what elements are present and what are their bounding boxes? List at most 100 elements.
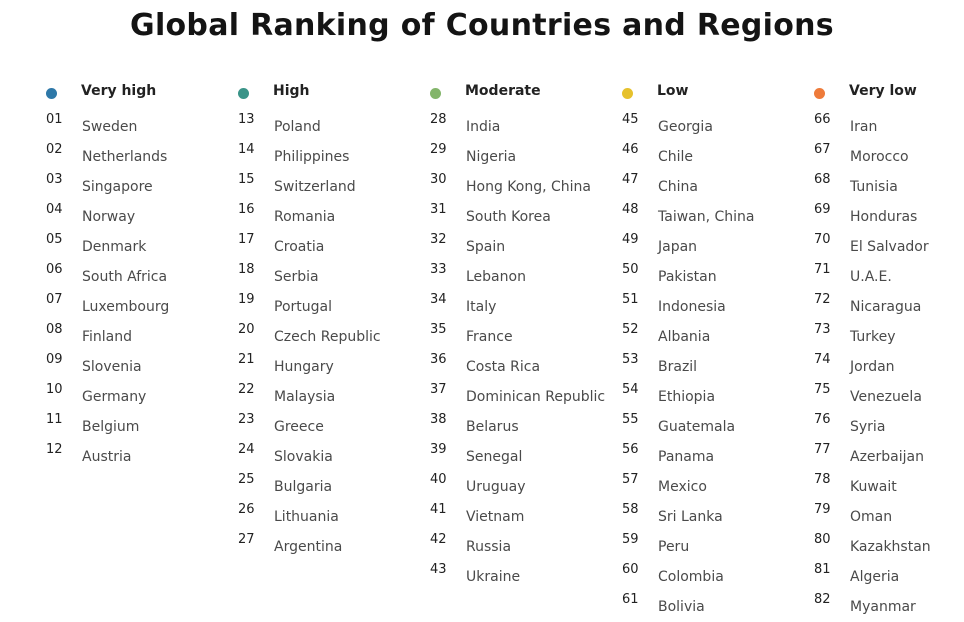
list-item: 24 Slovakia bbox=[238, 442, 428, 472]
list-item: 69 Honduras bbox=[814, 202, 964, 232]
list-item: 10 Germany bbox=[46, 382, 236, 412]
list-item: 30 Hong Kong, China bbox=[430, 172, 620, 202]
rank-number: 26 bbox=[238, 502, 255, 517]
rank-number: 28 bbox=[430, 112, 447, 127]
list-item: 46 Chile bbox=[622, 142, 812, 172]
list-item: 67 Morocco bbox=[814, 142, 964, 172]
ranking-list: 13 Poland 14 Philippines 15 Switzerland 16 Roma… bbox=[238, 112, 428, 562]
list-item: 01 Sweden bbox=[46, 112, 236, 142]
country-name: Austria bbox=[82, 449, 132, 465]
country-name: Sweden bbox=[82, 119, 138, 135]
rank-number: 77 bbox=[814, 442, 831, 457]
rank-number: 33 bbox=[430, 262, 447, 277]
country-name: Argentina bbox=[274, 539, 343, 555]
rank-number: 14 bbox=[238, 142, 255, 157]
list-item: 68 Tunisia bbox=[814, 172, 964, 202]
list-item: 75 Venezuela bbox=[814, 382, 964, 412]
list-item: 05 Denmark bbox=[46, 232, 236, 262]
list-item: 08 Finland bbox=[46, 322, 236, 352]
country-name: U.A.E. bbox=[850, 269, 892, 285]
rank-number: 20 bbox=[238, 322, 255, 337]
country-name: Tunisia bbox=[850, 179, 898, 195]
list-item: 72 Nicaragua bbox=[814, 292, 964, 322]
list-item: 80 Kazakhstan bbox=[814, 532, 964, 562]
list-item: 40 Uruguay bbox=[430, 472, 620, 502]
rank-number: 55 bbox=[622, 412, 639, 427]
rank-number: 58 bbox=[622, 502, 639, 517]
list-item: 53 Brazil bbox=[622, 352, 812, 382]
list-item: 74 Jordan bbox=[814, 352, 964, 382]
column-label: High bbox=[273, 83, 310, 99]
column-high: High 13 Poland 14 Philippines 15 Switzerland 1… bbox=[238, 82, 428, 562]
country-name: Denmark bbox=[82, 239, 147, 255]
country-name: Oman bbox=[850, 509, 893, 525]
rank-number: 24 bbox=[238, 442, 255, 457]
rank-number: 29 bbox=[430, 142, 447, 157]
rank-number: 68 bbox=[814, 172, 831, 187]
rank-number: 23 bbox=[238, 412, 255, 427]
country-name: Ukraine bbox=[466, 569, 521, 585]
rank-number: 34 bbox=[430, 292, 447, 307]
list-item: 76 Syria bbox=[814, 412, 964, 442]
country-name: Panama bbox=[658, 449, 715, 465]
column-label: Moderate bbox=[465, 83, 541, 99]
list-item: 02 Netherlands bbox=[46, 142, 236, 172]
rank-number: 72 bbox=[814, 292, 831, 307]
list-item: 27 Argentina bbox=[238, 532, 428, 562]
list-item: 25 Bulgaria bbox=[238, 472, 428, 502]
country-name: Japan bbox=[658, 239, 698, 255]
rank-number: 50 bbox=[622, 262, 639, 277]
list-item: 66 Iran bbox=[814, 112, 964, 142]
column-header: Very low bbox=[814, 82, 964, 104]
rank-number: 08 bbox=[46, 322, 63, 337]
ranking-list: 66 Iran 67 Morocco 68 Tunisia 69 Honduras 70 El S… bbox=[814, 112, 964, 622]
country-name: Belgium bbox=[82, 419, 140, 435]
country-name: Uruguay bbox=[466, 479, 526, 495]
list-item: 77 Azerbaijan bbox=[814, 442, 964, 472]
rank-number: 12 bbox=[46, 442, 63, 457]
list-item: 13 Poland bbox=[238, 112, 428, 142]
list-item: 17 Croatia bbox=[238, 232, 428, 262]
country-name: Costa Rica bbox=[466, 359, 541, 375]
rank-number: 49 bbox=[622, 232, 639, 247]
country-name: Romania bbox=[274, 209, 336, 225]
rank-number: 48 bbox=[622, 202, 639, 217]
country-name: Netherlands bbox=[82, 149, 168, 165]
country-name: Lebanon bbox=[466, 269, 526, 285]
rank-number: 40 bbox=[430, 472, 447, 487]
list-item: 09 Slovenia bbox=[46, 352, 236, 382]
country-name: Kazakhstan bbox=[850, 539, 931, 555]
rank-number: 37 bbox=[430, 382, 447, 397]
list-item: 21 Hungary bbox=[238, 352, 428, 382]
column-header: High bbox=[238, 82, 428, 104]
rank-number: 02 bbox=[46, 142, 63, 157]
country-name: Sri Lanka bbox=[658, 509, 723, 525]
country-name: Syria bbox=[850, 419, 886, 435]
country-name: Ethiopia bbox=[658, 389, 716, 405]
country-name: Georgia bbox=[658, 119, 713, 135]
list-item: 73 Turkey bbox=[814, 322, 964, 352]
country-name: Colombia bbox=[658, 569, 724, 585]
country-name: Poland bbox=[274, 119, 321, 135]
ranking-list: 28 India 29 Nigeria 30 Hong Kong, China 31 Sout… bbox=[430, 112, 620, 592]
list-item: 60 Colombia bbox=[622, 562, 812, 592]
legend-dot-icon bbox=[814, 88, 825, 99]
country-name: Honduras bbox=[850, 209, 918, 225]
list-item: 35 France bbox=[430, 322, 620, 352]
rank-number: 46 bbox=[622, 142, 639, 157]
country-name: China bbox=[658, 179, 698, 195]
country-name: Slovakia bbox=[274, 449, 333, 465]
list-item: 31 South Korea bbox=[430, 202, 620, 232]
list-item: 12 Austria bbox=[46, 442, 236, 472]
rank-number: 56 bbox=[622, 442, 639, 457]
list-item: 79 Oman bbox=[814, 502, 964, 532]
country-name: Brazil bbox=[658, 359, 698, 375]
list-item: 61 Bolivia bbox=[622, 592, 812, 622]
column-header: Very high bbox=[46, 82, 236, 104]
list-item: 51 Indonesia bbox=[622, 292, 812, 322]
page-title: Global Ranking of Countries and Regions bbox=[130, 8, 834, 43]
list-item: 32 Spain bbox=[430, 232, 620, 262]
country-name: Pakistan bbox=[658, 269, 717, 285]
rank-number: 73 bbox=[814, 322, 831, 337]
list-item: 70 El Salvador bbox=[814, 232, 964, 262]
